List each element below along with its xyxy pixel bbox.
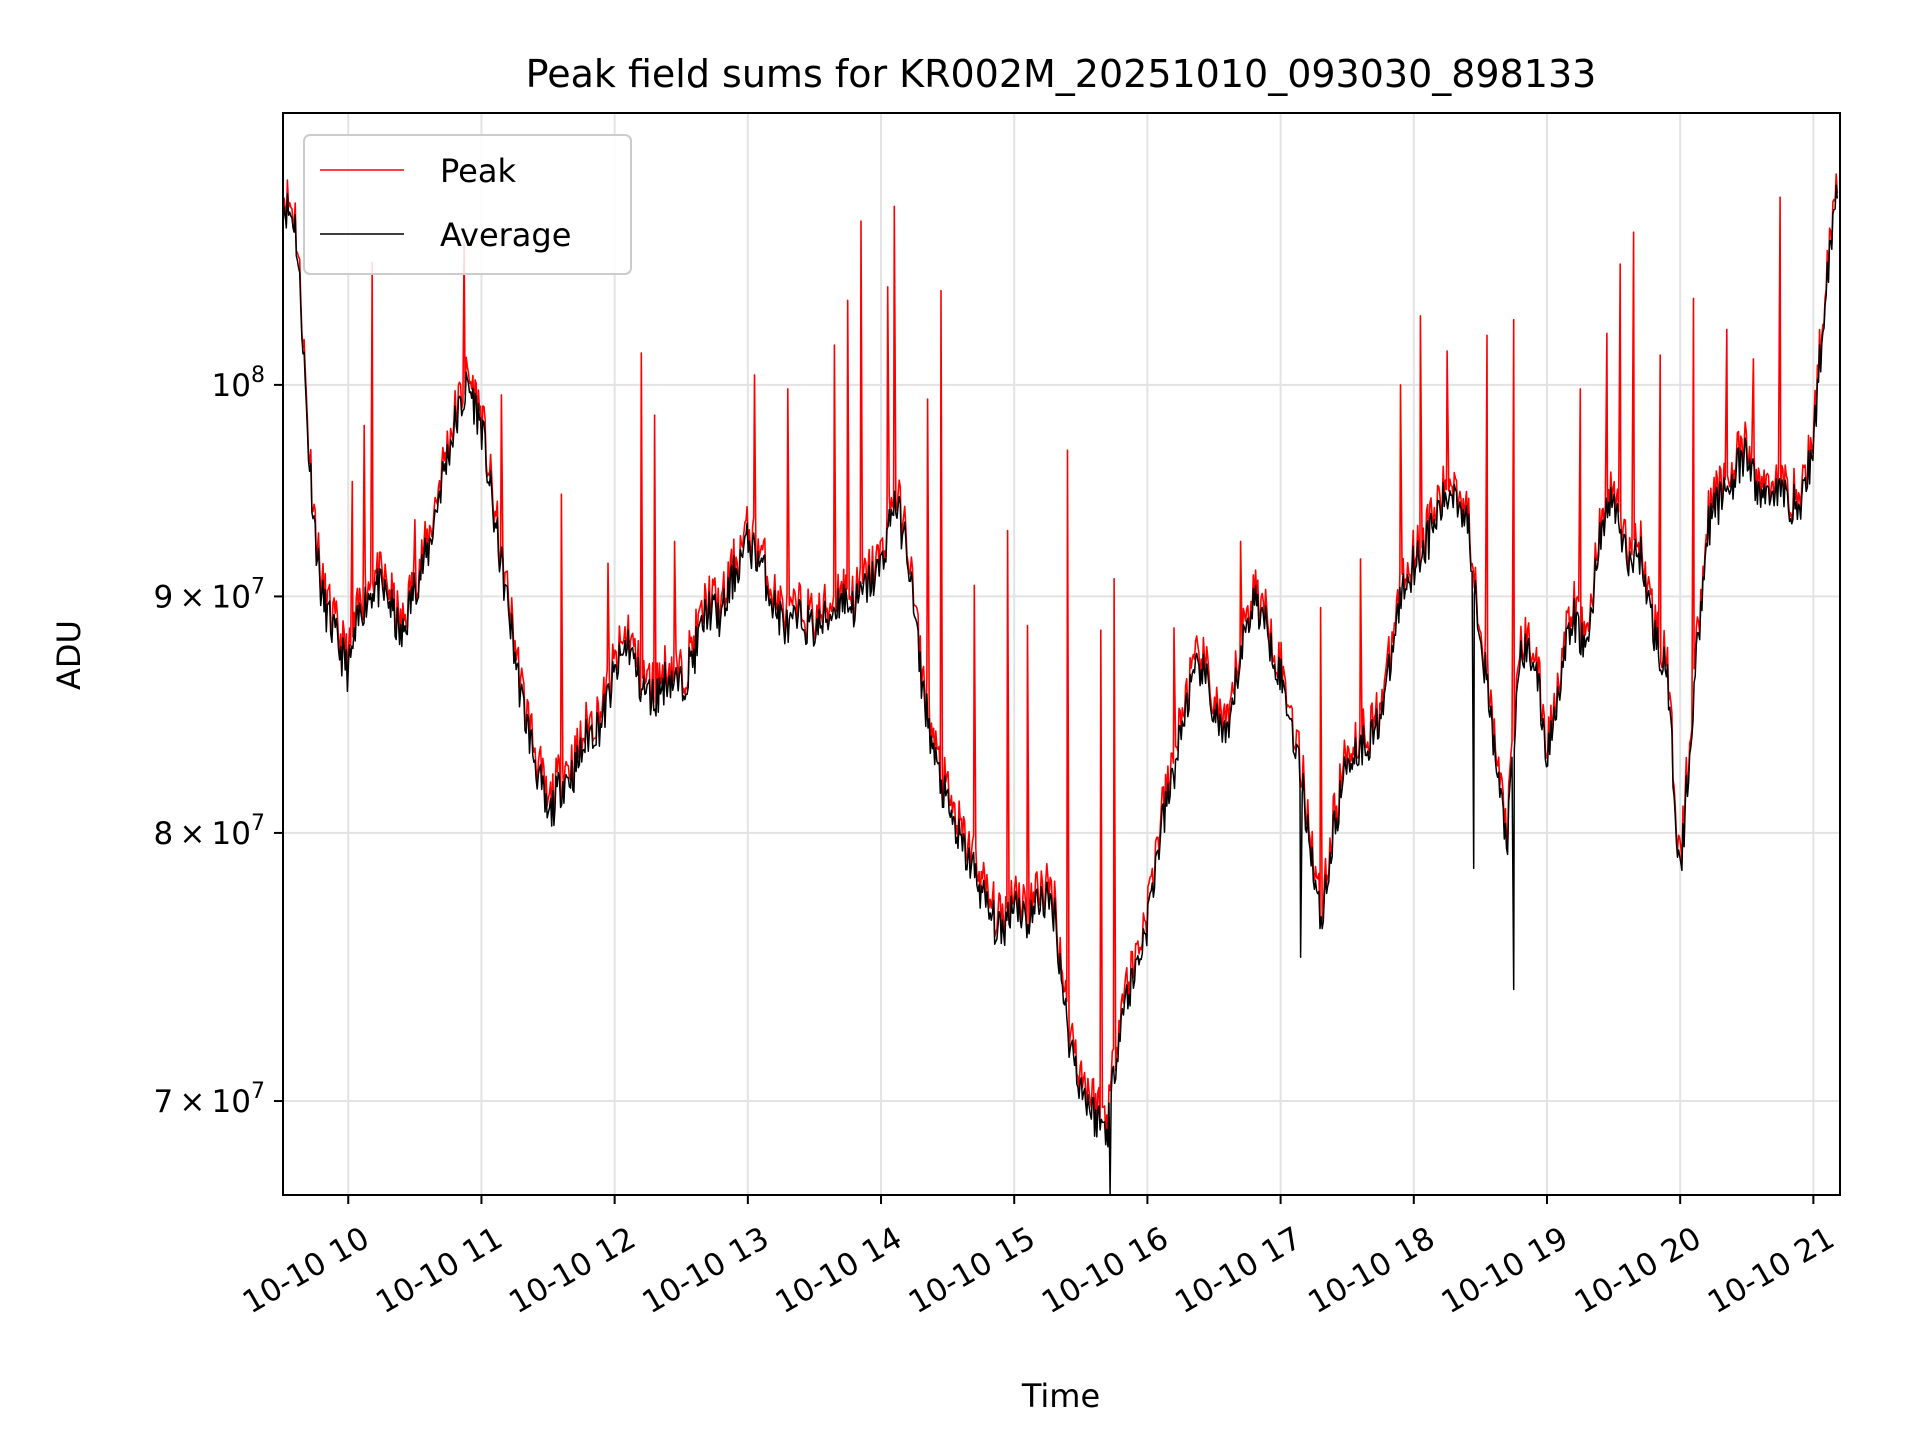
series-average-line — [282, 184, 1839, 1196]
y-axis-ticks: 7 × 107 8 × 107 9 × 107 108 — [153, 363, 283, 1120]
y-tick-label: 7 × 107 — [153, 1079, 265, 1120]
y-tick-label: 9 × 107 — [153, 574, 265, 615]
series-layer — [282, 173, 1839, 1196]
x-axis-label: Time — [1021, 1377, 1100, 1415]
legend-label-peak: Peak — [440, 152, 516, 190]
y-axis-label: ADU — [50, 620, 88, 690]
y-tick-label: 108 — [212, 363, 265, 404]
y-tick-label: 8 × 107 — [153, 811, 265, 852]
plot-frame — [282, 112, 1841, 1196]
chart-title: Peak field sums for KR002M_20251010_0930… — [526, 52, 1597, 96]
legend: Peak Average — [303, 134, 632, 275]
series-peak-line — [282, 173, 1839, 1139]
x-gridlines — [347, 113, 1815, 1195]
legend-label-average: Average — [440, 216, 571, 254]
